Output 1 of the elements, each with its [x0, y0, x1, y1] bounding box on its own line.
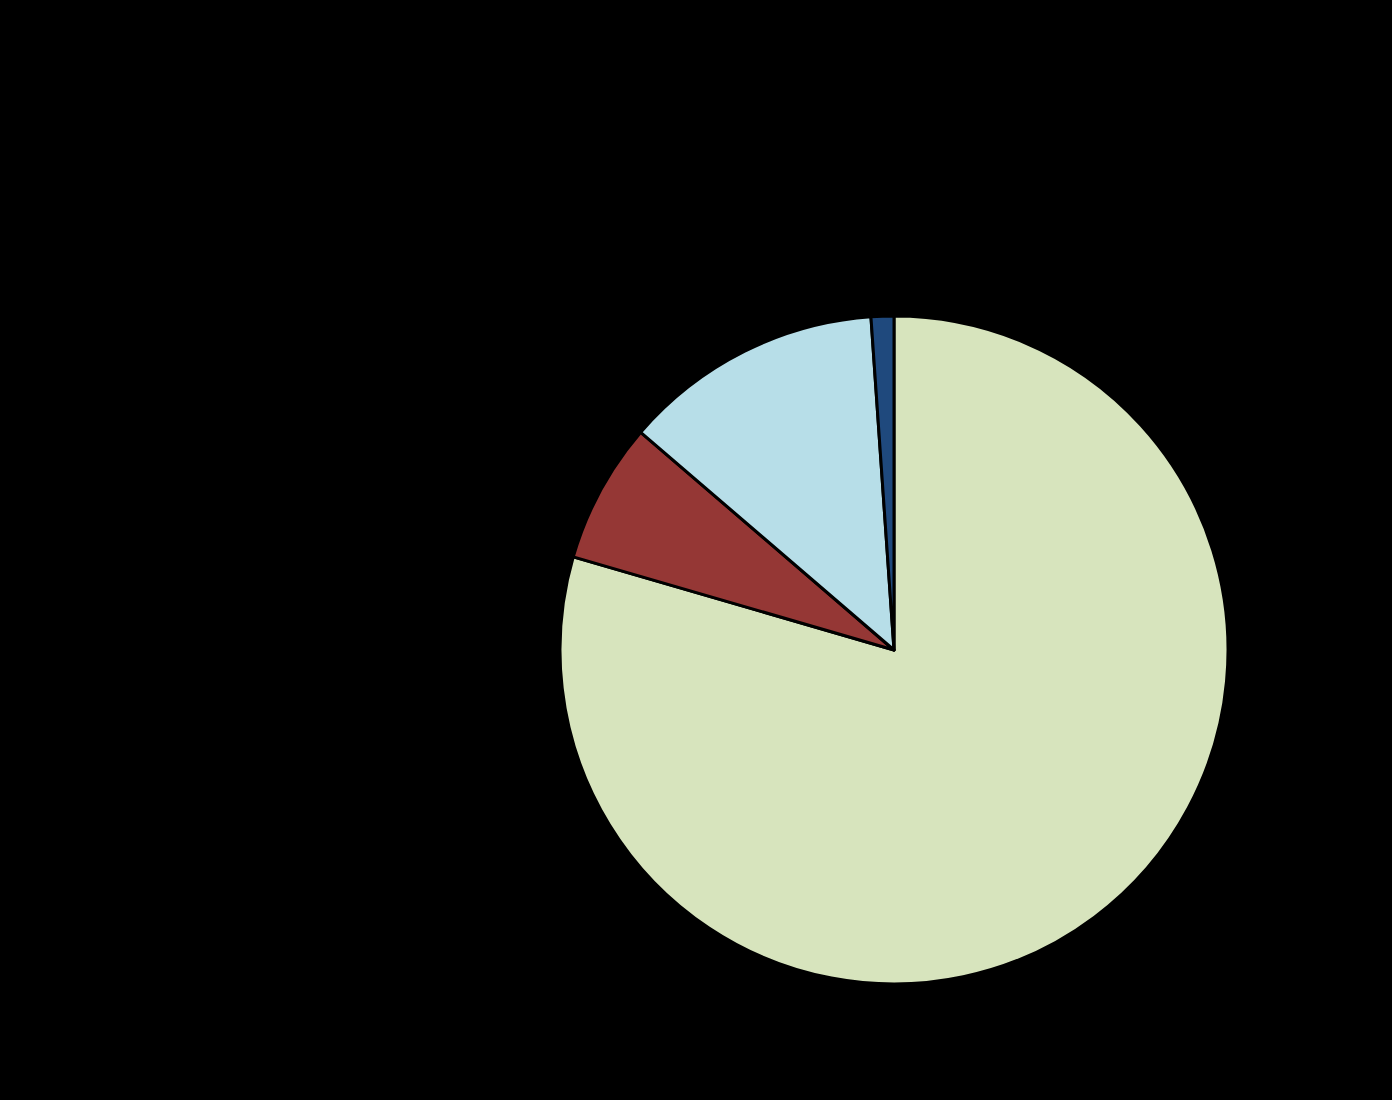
pie-slice	[558, 314, 1230, 985]
